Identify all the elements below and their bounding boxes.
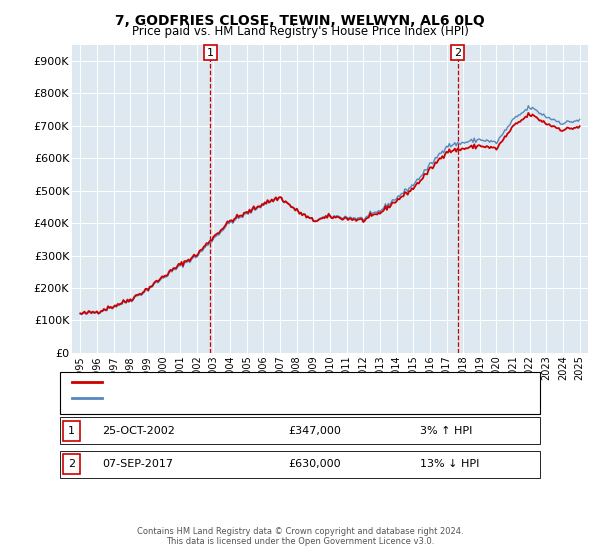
Text: 7, GODFRIES CLOSE, TEWIN, WELWYN, AL6 0LQ: 7, GODFRIES CLOSE, TEWIN, WELWYN, AL6 0L… bbox=[115, 14, 485, 28]
Text: 13% ↓ HPI: 13% ↓ HPI bbox=[420, 459, 479, 469]
Text: Contains HM Land Registry data © Crown copyright and database right 2024.
This d: Contains HM Land Registry data © Crown c… bbox=[137, 526, 463, 546]
Text: 2: 2 bbox=[454, 48, 461, 58]
Text: £347,000: £347,000 bbox=[288, 426, 341, 436]
Text: HPI: Average price, detached house, East Hertfordshire: HPI: Average price, detached house, East… bbox=[105, 393, 393, 403]
Text: 7, GODFRIES CLOSE, TEWIN, WELWYN, AL6 0LQ (detached house): 7, GODFRIES CLOSE, TEWIN, WELWYN, AL6 0L… bbox=[105, 377, 446, 388]
Text: 2: 2 bbox=[68, 459, 75, 469]
Text: 1: 1 bbox=[68, 426, 75, 436]
Text: £630,000: £630,000 bbox=[288, 459, 341, 469]
Text: 1: 1 bbox=[207, 48, 214, 58]
Text: 07-SEP-2017: 07-SEP-2017 bbox=[102, 459, 173, 469]
Text: 25-OCT-2002: 25-OCT-2002 bbox=[102, 426, 175, 436]
Text: Price paid vs. HM Land Registry's House Price Index (HPI): Price paid vs. HM Land Registry's House … bbox=[131, 25, 469, 38]
Text: 3% ↑ HPI: 3% ↑ HPI bbox=[420, 426, 472, 436]
